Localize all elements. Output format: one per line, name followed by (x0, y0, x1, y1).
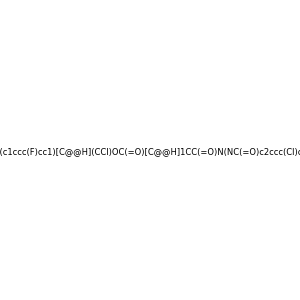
Text: O=C(c1ccc(F)cc1)[C@@H](CCl)OC(=O)[C@@H]1CC(=O)N(NC(=O)c2ccc(Cl)cc2)C1: O=C(c1ccc(F)cc1)[C@@H](CCl)OC(=O)[C@@H]1… (0, 147, 300, 156)
